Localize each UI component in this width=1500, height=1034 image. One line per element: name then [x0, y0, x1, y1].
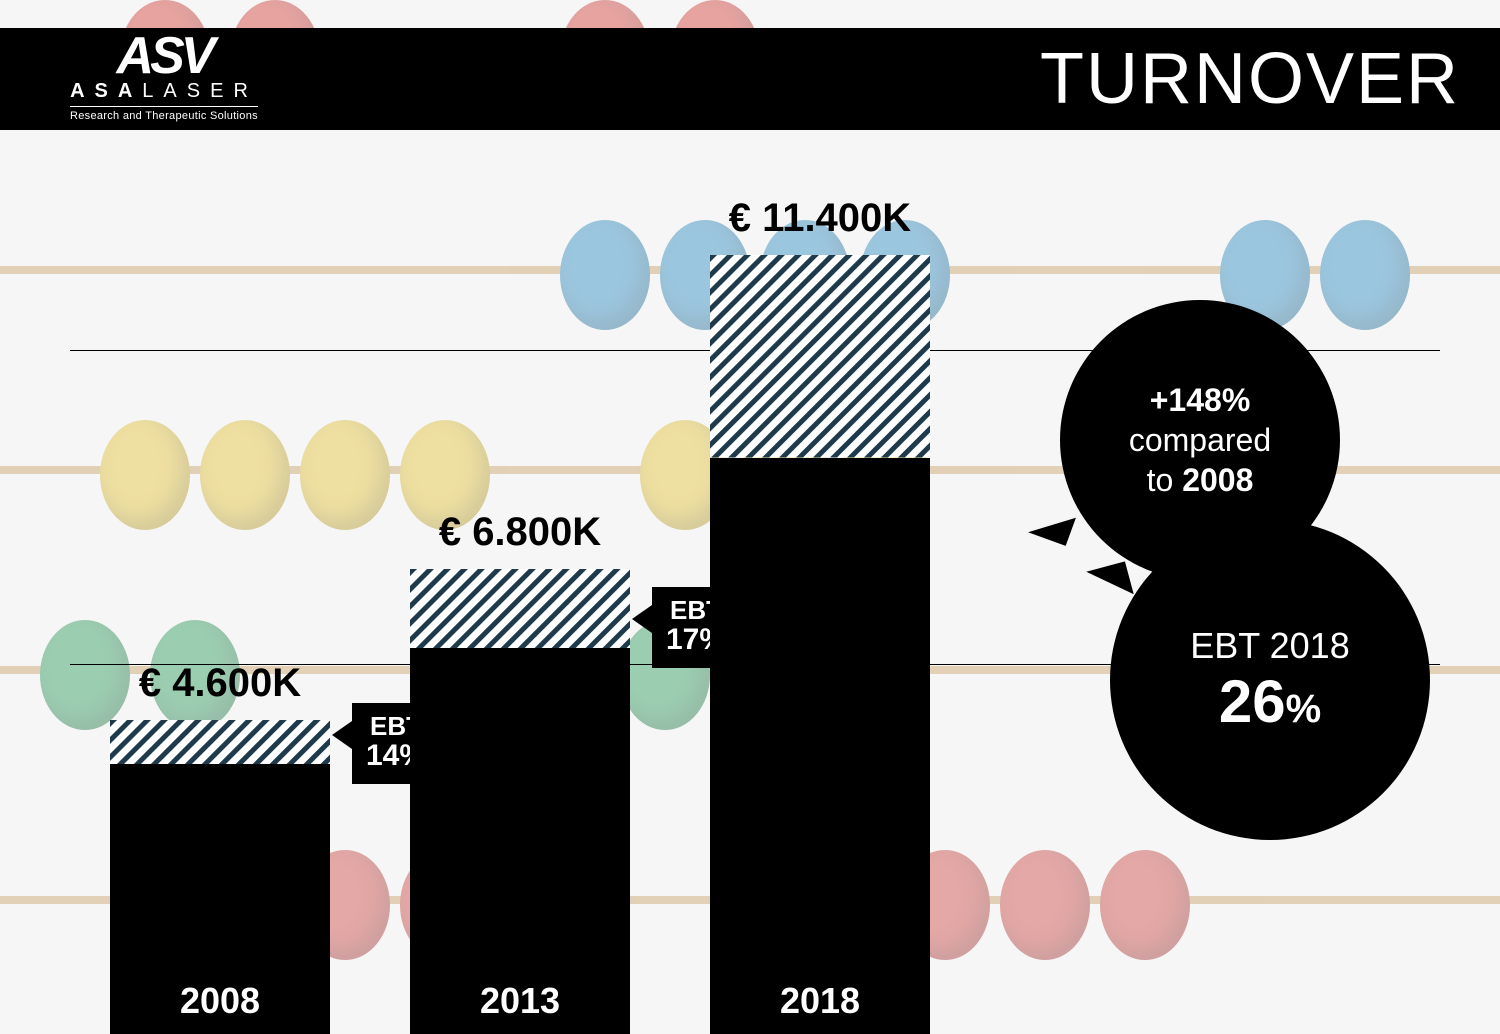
- bar-value-label: € 11.400K: [690, 196, 950, 241]
- bar-ebt-segment: [110, 720, 330, 764]
- ebt-callout-value: 26: [1219, 668, 1286, 735]
- logo: ASV ASALASER Research and Therapeutic So…: [70, 36, 258, 122]
- bar-year-label: 2008: [110, 980, 330, 1022]
- bar-year-label: 2018: [710, 980, 930, 1022]
- logo-tagline: Research and Therapeutic Solutions: [70, 106, 258, 122]
- header-bar: ASV ASALASER Research and Therapeutic So…: [0, 28, 1500, 130]
- growth-percent: +148%: [1150, 382, 1251, 418]
- bar-2018: 2018€ 11.400K: [710, 255, 930, 1034]
- page-title: TURNOVER: [1040, 38, 1460, 120]
- bar-value-label: € 6.800K: [390, 510, 650, 555]
- bar-solid-segment: [710, 458, 930, 1034]
- bar-2008: 2008€ 4.600KEBT14%: [110, 720, 330, 1034]
- slide-canvas: ASV ASALASER Research and Therapeutic So…: [0, 0, 1500, 1034]
- logo-mark: ASV: [117, 36, 212, 78]
- bar-value-label: € 4.600K: [90, 661, 350, 706]
- bar-2013: 2013€ 6.800KEBT17%: [410, 569, 630, 1034]
- bar-year-label: 2013: [410, 980, 630, 1022]
- bar-ebt-segment: [410, 569, 630, 648]
- logo-wordmark: ASALASER: [70, 80, 258, 103]
- callout-ebt-2018: EBT 2018 26%: [1110, 520, 1430, 840]
- bar-solid-segment: [410, 648, 630, 1034]
- bar-ebt-segment: [710, 255, 930, 458]
- growth-line2: compared: [1129, 420, 1271, 460]
- ebt-callout-title: EBT 2018: [1190, 625, 1349, 667]
